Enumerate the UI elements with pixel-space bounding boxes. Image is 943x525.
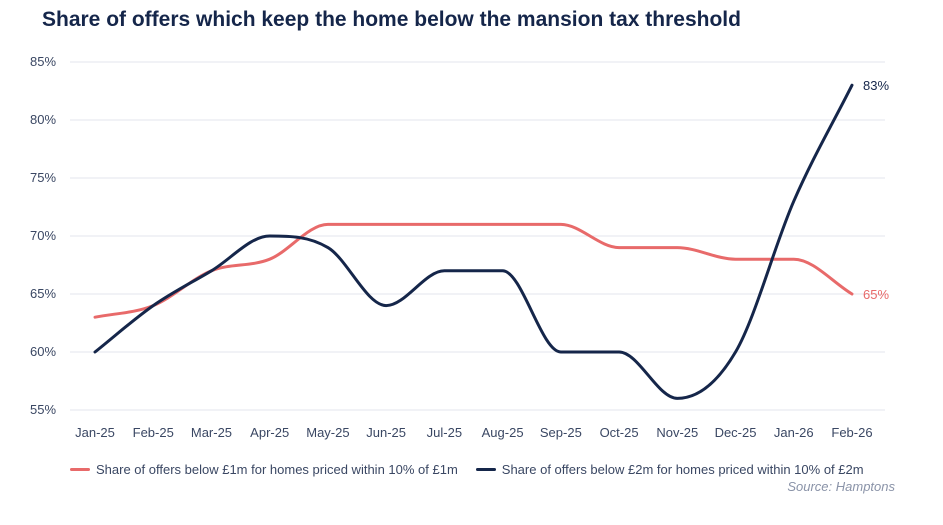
y-tick-label: 80% — [30, 112, 56, 127]
x-tick-label: Mar-25 — [191, 425, 232, 440]
legend-label-2m: Share of offers below £2m for homes pric… — [501, 462, 864, 477]
x-tick-label: Feb-25 — [133, 425, 174, 440]
legend-item-1m: Share of offers below £1m for homes pric… — [70, 462, 458, 477]
legend-swatch-1m — [70, 468, 90, 471]
x-tick-label: Nov-25 — [656, 425, 698, 440]
x-tick-label: Jan-26 — [774, 425, 814, 440]
end-label: 65% — [863, 287, 889, 302]
legend-label-1m: Share of offers below £1m for homes pric… — [96, 462, 458, 477]
x-tick-label: Dec-25 — [715, 425, 757, 440]
legend-item-2m: Share of offers below £2m for homes pric… — [475, 462, 864, 477]
x-tick-label: Sep-25 — [540, 425, 582, 440]
end-labels: 65% 83% — [863, 78, 889, 302]
y-axis-ticks: 55% 60% 65% 70% 75% 80% 85% — [30, 54, 56, 417]
x-tick-label: Aug-25 — [482, 425, 524, 440]
source-note: Source: Hamptons — [787, 479, 895, 494]
x-tick-label: Jun-25 — [366, 425, 406, 440]
x-tick-label: Apr-25 — [250, 425, 289, 440]
y-tick-label: 60% — [30, 344, 56, 359]
x-tick-label: Jul-25 — [427, 425, 462, 440]
y-tick-label: 85% — [30, 54, 56, 69]
y-tick-label: 70% — [30, 228, 56, 243]
x-tick-label: May-25 — [306, 425, 349, 440]
x-axis-ticks: Jan-25 Feb-25 Mar-25 Apr-25 May-25 Jun-25 Jul-… — [75, 425, 872, 440]
x-tick-label: Feb-26 — [831, 425, 872, 440]
legend-swatch-2m — [475, 468, 496, 471]
x-tick-label: Oct-25 — [600, 425, 639, 440]
y-tick-label: 75% — [30, 170, 56, 185]
legend: Share of offers below £1m for homes pric… — [70, 462, 882, 477]
series-line-2m — [93, 83, 854, 400]
series-lines — [93, 83, 854, 400]
x-tick-label: Jan-25 — [75, 425, 115, 440]
y-tick-label: 55% — [30, 402, 56, 417]
y-tick-label: 65% — [30, 286, 56, 301]
end-label: 83% — [863, 78, 889, 93]
chart-title: Share of offers which keep the home belo… — [42, 8, 741, 31]
grid-lines — [70, 61, 885, 411]
